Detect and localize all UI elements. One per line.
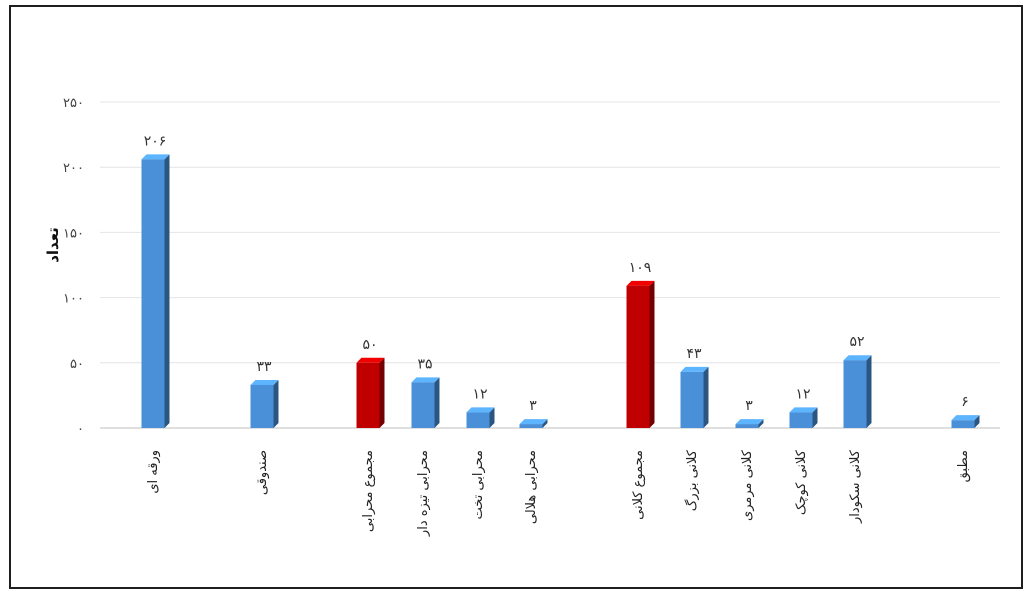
y-tick-label: ۲۵۰: [63, 96, 84, 111]
bar-top: [843, 355, 872, 361]
category-label: مجموع محرابی: [361, 450, 376, 532]
category-label: محرابی تیزه دار: [416, 450, 431, 537]
category-label: محرابی تخت: [471, 450, 486, 520]
category-label: کلانی بزرگ: [683, 449, 700, 511]
bar-side: [703, 366, 709, 428]
bar: [466, 407, 495, 428]
bar-top: [466, 407, 495, 413]
data-label: ۱۰۹: [629, 260, 652, 276]
bar-top: [789, 407, 818, 413]
bar-top: [680, 366, 709, 372]
bar-top: [141, 154, 170, 160]
category-label: صندوقی: [255, 450, 270, 495]
category-label: محرابی هلالی: [524, 450, 539, 524]
bar-side: [866, 355, 872, 428]
y-tick-label: ۱۰۰: [63, 292, 84, 307]
bar-side: [164, 154, 170, 428]
bar-side: [273, 379, 279, 428]
data-label: ۵۰: [362, 337, 377, 353]
bar-side: [489, 407, 495, 428]
bar-side: [758, 419, 764, 428]
y-tick-label: ۲۰۰: [63, 161, 84, 176]
bar: [250, 379, 279, 428]
data-label: ۶: [961, 394, 969, 410]
data-label: ۳۵: [417, 356, 432, 372]
bar: [843, 355, 872, 428]
data-label: ۱۲: [472, 386, 487, 402]
bar: [141, 154, 170, 428]
bar-front: [141, 159, 165, 428]
data-label: ۳: [529, 398, 537, 414]
data-label: ۱۲: [795, 386, 810, 402]
bar-side: [542, 419, 548, 428]
category-label: کلانی سکودار: [848, 449, 863, 524]
bar-side: [379, 357, 385, 428]
y-tick-label: ۰: [77, 422, 84, 437]
bar-front: [680, 371, 704, 428]
bar: [789, 407, 818, 428]
bar-top: [250, 379, 279, 385]
category-label: مطبق: [956, 450, 971, 482]
y-tick-label: ۵۰: [70, 357, 84, 372]
category-label: کلانی مرمری: [740, 449, 755, 521]
bar: [519, 419, 548, 428]
bar-side: [434, 377, 440, 428]
category-labels: ورقه ای صندوقی مجموع محرابی محرابی تیزه دار…: [146, 449, 971, 537]
bar-front: [951, 420, 975, 428]
data-label: ۵۲: [849, 334, 864, 350]
bar-front: [466, 412, 490, 428]
bar: [411, 377, 440, 428]
category-label: کلانی کوچک: [794, 449, 809, 515]
y-tick-labels: ۰ ۵۰ ۱۰۰ ۱۵۰ ۲۰۰ ۲۵۰: [63, 96, 84, 437]
bar-top: [356, 357, 385, 363]
bar-top: [411, 377, 440, 383]
bar: [680, 366, 709, 428]
bar-front: [411, 382, 435, 428]
data-label: ۳۳: [256, 359, 272, 375]
y-tick-label: ۱۵۰: [63, 226, 84, 241]
bar: [735, 419, 764, 428]
data-labels: ۲۰۶ ۳۳ ۵۰ ۳۵ ۱۲ ۳ ۱۰۹ ۴۳ ۳ ۱۲ ۵۲ ۶: [144, 133, 969, 414]
bar-front: [356, 362, 380, 428]
bar-top: [951, 415, 980, 421]
bar-side: [649, 280, 655, 428]
bar: [356, 357, 385, 428]
bar-side: [974, 415, 980, 428]
bars: [141, 154, 980, 428]
bar-front: [519, 424, 543, 428]
bar-front: [250, 384, 274, 428]
category-label: ورقه ای: [146, 450, 161, 494]
bar-top: [519, 419, 548, 425]
bar-front: [843, 360, 867, 428]
bar: [951, 415, 980, 428]
bar: [626, 280, 655, 428]
data-label: ۴۳: [686, 346, 702, 362]
bar-front: [789, 412, 813, 428]
bar-side: [812, 407, 818, 428]
bar-top: [735, 419, 764, 425]
category-label: مجموع کلانی: [631, 450, 646, 520]
data-label: ۳: [745, 398, 753, 414]
data-label: ۲۰۶: [144, 133, 167, 149]
y-axis-label: تعداد: [44, 227, 62, 263]
bar-top: [626, 280, 655, 286]
bar-front: [626, 285, 650, 428]
bar-front: [735, 424, 759, 428]
